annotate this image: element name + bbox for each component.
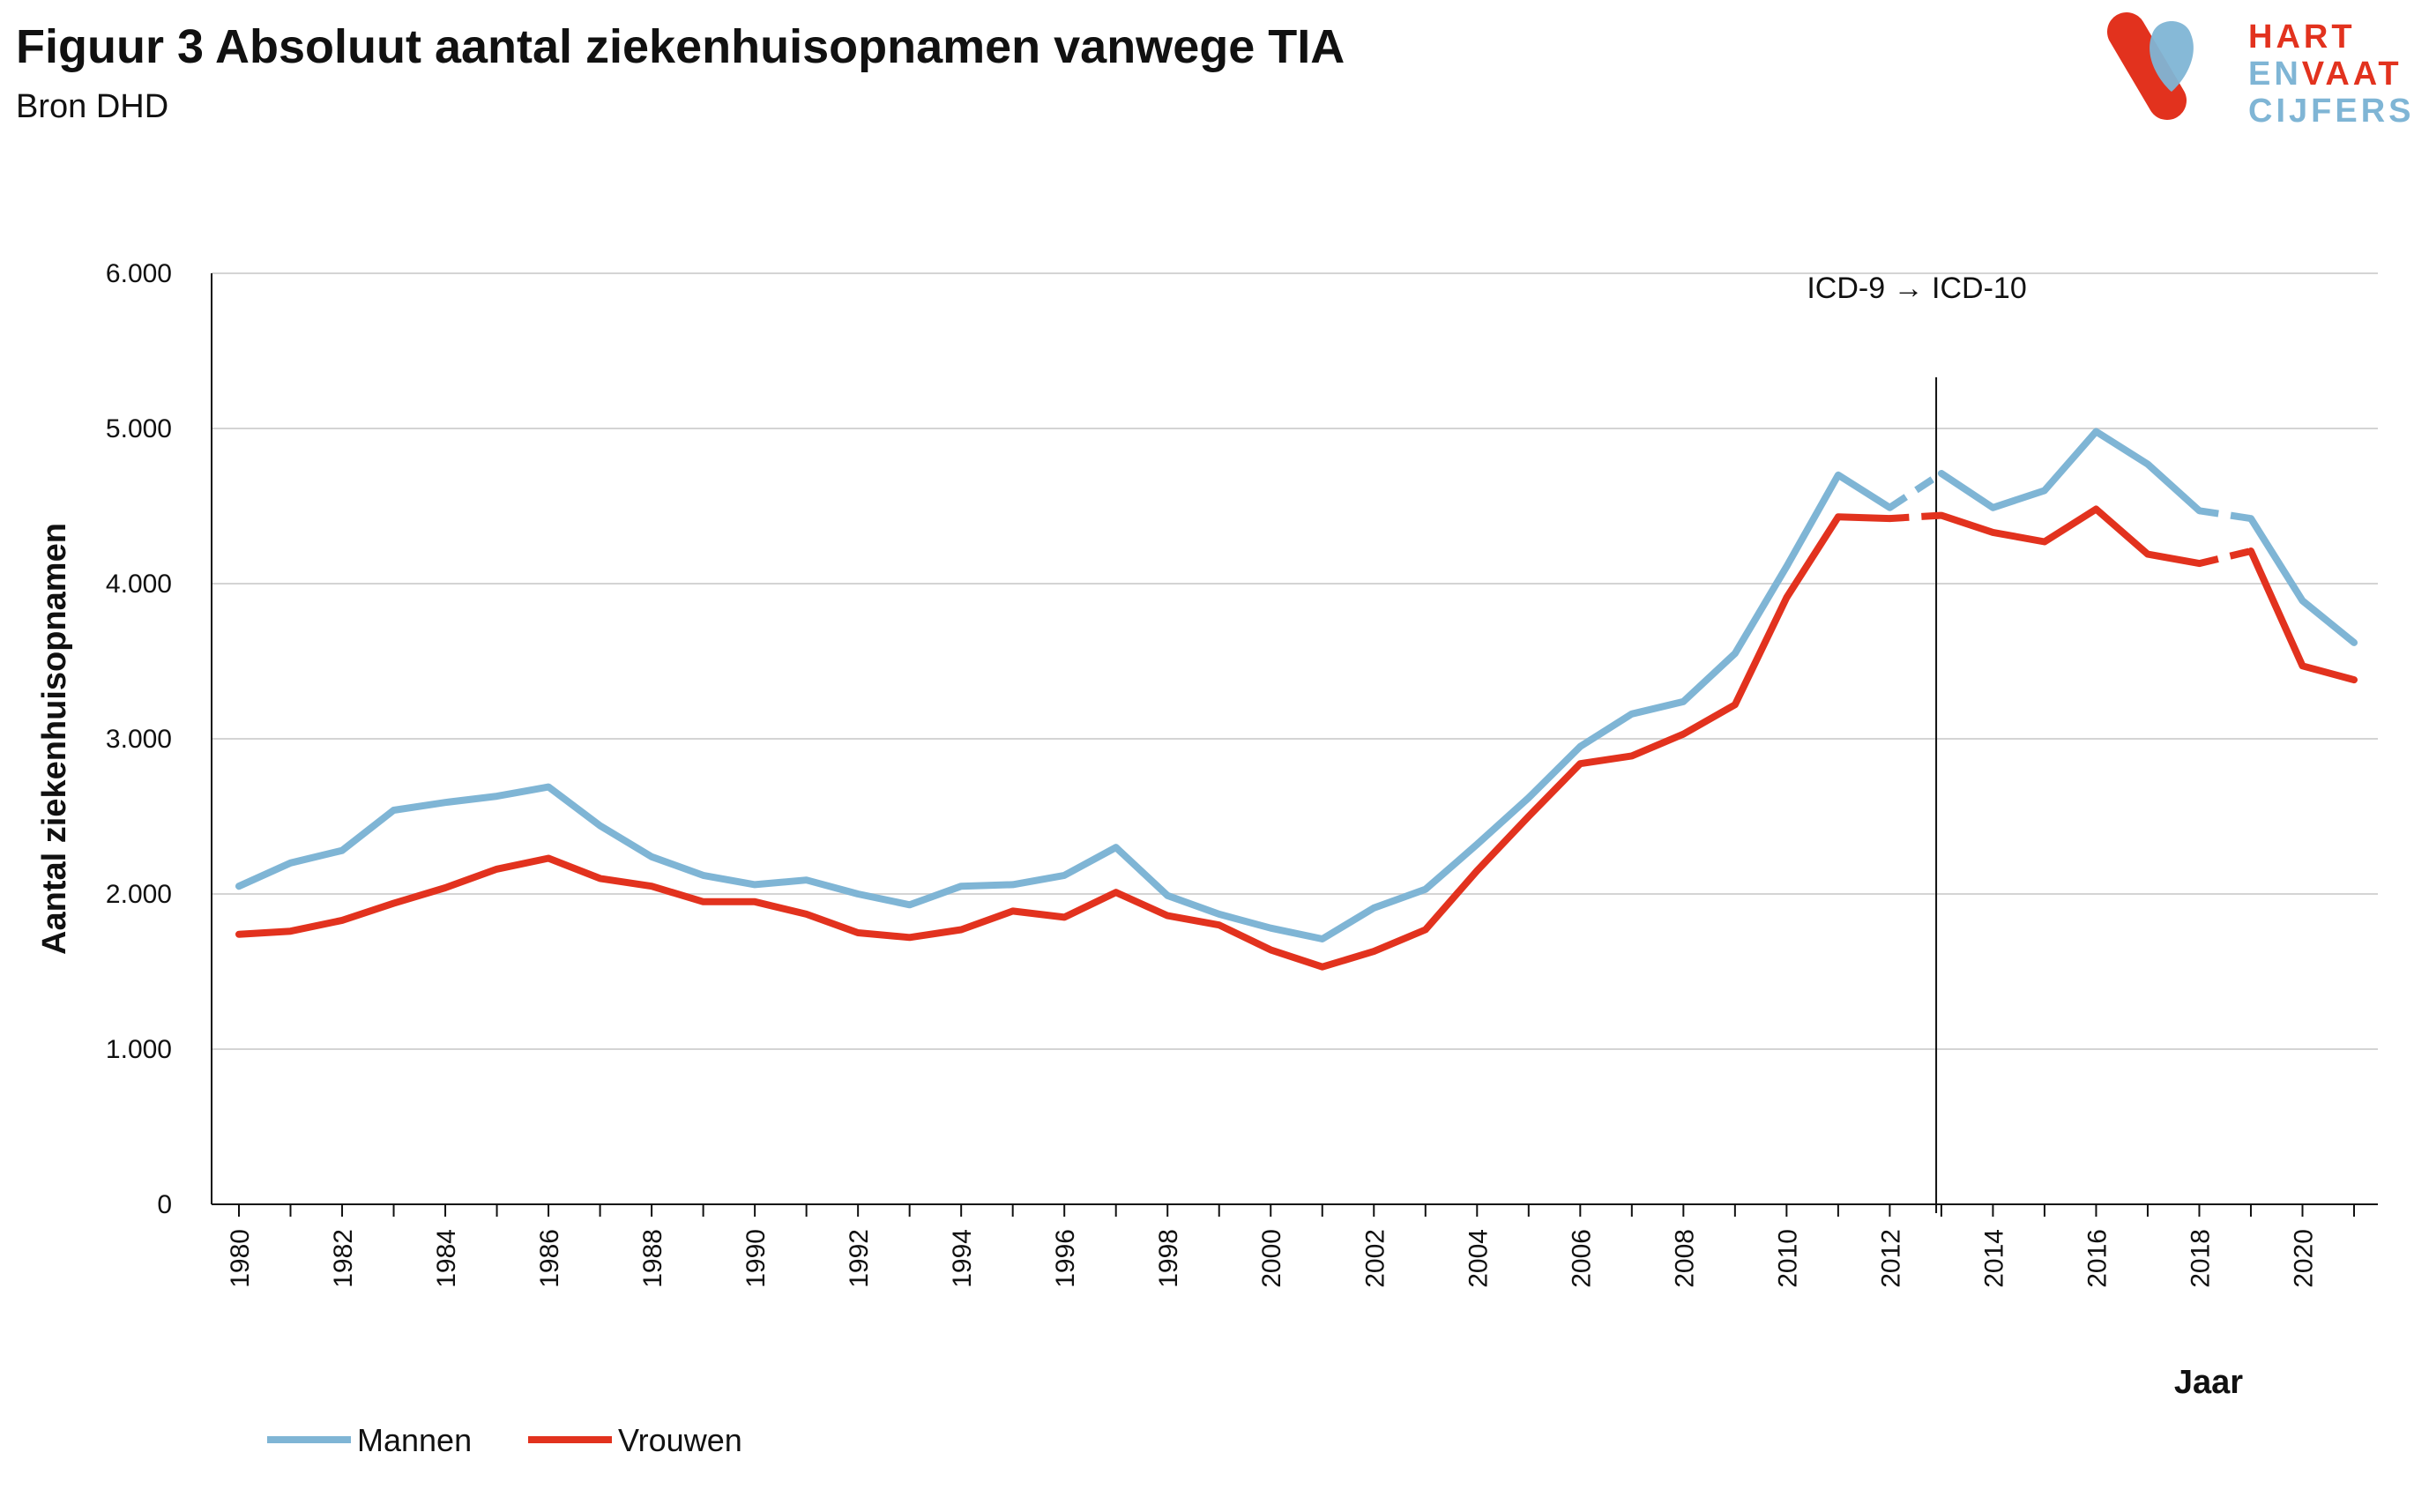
icd-annotation: ICD-9 → ICD-10: [1807, 272, 2027, 1213]
y-tick-label: 4.000: [106, 570, 172, 599]
axes: [211, 273, 2378, 1217]
x-tick-label: 1996: [1051, 1229, 1080, 1288]
logo-text-hart: HART: [2248, 19, 2356, 56]
series-dashed-segment: [2198, 507, 2252, 523]
legend-item-vrouwen: Vrouwen: [528, 1422, 742, 1458]
series-line-vrouwen: [1937, 505, 2203, 568]
logo-text-vaat: VAAT: [2302, 56, 2403, 93]
y-tick-label: 2.000: [106, 880, 172, 909]
grid-lines: [212, 272, 2378, 1050]
y-tick-label: 5.000: [106, 414, 172, 443]
logo-pill-icon: [2107, 12, 2187, 120]
svg-text:ENVAAT: ENVAAT: [2248, 56, 2403, 93]
x-tick-label: 2000: [1257, 1229, 1286, 1288]
x-tick-label: 1992: [845, 1229, 874, 1288]
x-tick-label: 1990: [741, 1229, 771, 1288]
y-tick-labels: 0 1.000 2.000 3.000 4.000 5.000 6.000: [106, 259, 172, 1219]
x-tick-label: 1982: [329, 1229, 358, 1288]
series-mannen: [235, 428, 2358, 942]
x-tick-label: 1994: [948, 1229, 977, 1288]
icd-transition-label: ICD-9 → ICD-10: [1807, 272, 2026, 305]
x-tick-label: 1998: [1154, 1229, 1183, 1288]
logo-text-en: EN: [2248, 56, 2302, 93]
chart-source: Bron DHD: [16, 88, 169, 125]
x-tick-label: 2006: [1567, 1229, 1596, 1288]
series-lines: [235, 428, 2358, 971]
x-tick-label: 2010: [1773, 1229, 1802, 1288]
x-tick-label: 2002: [1360, 1229, 1390, 1288]
x-tick-label: 1984: [432, 1229, 461, 1288]
x-tick-label: 2012: [1876, 1229, 1905, 1288]
legend: Mannen Vrouwen: [267, 1422, 742, 1458]
hart-en-vaat-cijfers-logo: HART ENVAAT CIJFERS: [2107, 12, 2429, 130]
x-tick-label: 2014: [1979, 1229, 2008, 1288]
series-line-vrouwen: [235, 513, 1894, 971]
series-dashed-segment: [1889, 511, 1942, 523]
legend-label: Mannen: [357, 1422, 472, 1458]
y-tick-label: 0: [157, 1190, 172, 1219]
x-tick-label: 2020: [2289, 1229, 2318, 1288]
y-axis-title: Aantal ziekenhuisopnamen: [36, 523, 73, 955]
series-vrouwen: [235, 505, 2358, 971]
legend-item-mannen: Mannen: [267, 1422, 472, 1458]
y-tick-label: 3.000: [106, 725, 172, 754]
series-line-vrouwen: [2247, 547, 2358, 684]
x-axis-title: Jaar: [2174, 1364, 2243, 1401]
x-tick-label: 2018: [2186, 1229, 2215, 1288]
logo-drop-icon: [2150, 21, 2194, 92]
x-tick-labels: 1980 1982 1984 1986 1988 1990 1992 1994 1996 1998…: [226, 1229, 2318, 1288]
x-tick-label: 2016: [2083, 1229, 2112, 1288]
logo-text-cijfers: CIJFERS: [2248, 93, 2414, 127]
legend-label: Vrouwen: [618, 1422, 742, 1458]
x-tick-label: 1980: [226, 1229, 255, 1288]
x-tick-label: 1986: [535, 1229, 564, 1288]
x-tick-label: 2004: [1464, 1229, 1493, 1288]
series-line-mannen: [1937, 428, 2203, 515]
series-line-mannen: [2247, 515, 2358, 646]
series-line-mannen: [235, 471, 1894, 942]
y-tick-label: 1.000: [106, 1035, 172, 1064]
chart-title: Figuur 3 Absoluut aantal ziekenhuisopnam…: [16, 20, 1345, 73]
series-dashed-segment: [2198, 547, 2252, 568]
y-tick-label: 6.000: [106, 259, 172, 288]
x-tick-label: 2008: [1670, 1229, 1699, 1288]
series-dashed-segment: [1888, 470, 1944, 511]
x-tick-label: 1988: [638, 1229, 667, 1288]
